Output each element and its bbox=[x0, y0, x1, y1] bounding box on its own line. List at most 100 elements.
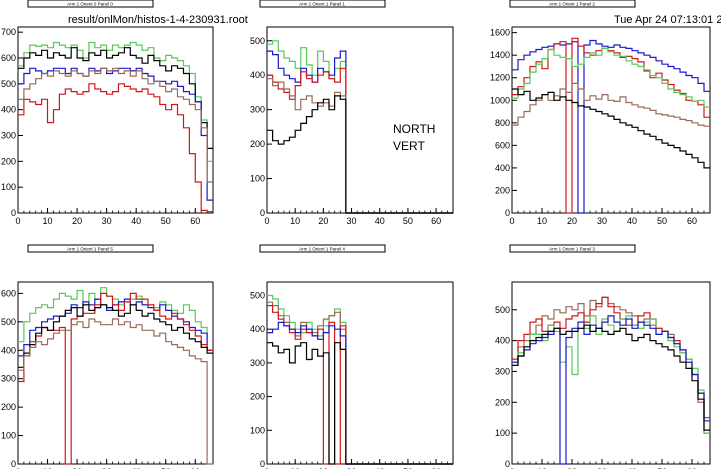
panel-title-box bbox=[27, 244, 154, 253]
x-tick-label: 10 bbox=[43, 216, 53, 226]
panel-title-box bbox=[27, 0, 154, 8]
y-tick-label: 1200 bbox=[490, 73, 510, 83]
y-tick-label: 1400 bbox=[490, 50, 510, 60]
x-tick-label: 30 bbox=[102, 467, 112, 469]
x-tick-label: 60 bbox=[687, 467, 697, 469]
panel-title-box bbox=[259, 0, 386, 8]
histogram-series-brown bbox=[512, 296, 710, 434]
timestamp-label: Tue Apr 24 07:13:01 2007 bbox=[614, 14, 721, 26]
x-tick-label: 30 bbox=[347, 467, 357, 469]
y-tick-label: 400 bbox=[495, 163, 510, 173]
x-tick-label: 10 bbox=[43, 467, 53, 469]
x-tick-label: 40 bbox=[627, 216, 637, 226]
histogram-series-black bbox=[18, 304, 213, 368]
histogram-series-black bbox=[267, 95, 453, 214]
x-tick-label: 10 bbox=[537, 216, 547, 226]
histogram-panel-2: Arm 1 Orient 1 Panel 2 0 10 20 30 40 50 60 0 200 4… bbox=[490, 0, 711, 226]
x-tick-label: 50 bbox=[657, 467, 667, 469]
histogram-series-blue bbox=[512, 39, 710, 214]
y-tick-label: 0 bbox=[505, 208, 510, 218]
panel-title: Arm 1 Orient 1 Panel 5 bbox=[67, 247, 113, 252]
x-tick-label: 30 bbox=[597, 467, 607, 469]
panel-title: Arm 1 Orient 1 Panel 2 bbox=[549, 2, 595, 7]
y-tick-label: 100 bbox=[1, 182, 16, 192]
plot-frame bbox=[266, 281, 454, 465]
x-tick-label: 0 bbox=[509, 216, 514, 226]
y-tick-label: 100 bbox=[1, 431, 16, 441]
histogram-series-blue bbox=[512, 315, 710, 465]
y-tick-label: 400 bbox=[250, 324, 265, 334]
histogram-panel-4: Arm 1 Orient 1 Panel 4 0 10 20 30 40 50 60 0 100 2… bbox=[250, 244, 454, 469]
x-tick-label: 0 bbox=[15, 467, 20, 469]
y-tick-label: 200 bbox=[1, 402, 16, 412]
y-tick-label: 300 bbox=[250, 105, 265, 115]
x-tick-label: 60 bbox=[190, 216, 200, 226]
histogram-panel-0: Arm 1 Orient 0 Panel 00 10 20 30 40 50 6001002… bbox=[1, 0, 214, 226]
histogram-series-blue bbox=[18, 67, 213, 201]
histogram-series-brown bbox=[267, 78, 453, 214]
x-tick-label: 40 bbox=[131, 216, 141, 226]
x-tick-label: 20 bbox=[318, 216, 328, 226]
y-tick-label: 300 bbox=[495, 366, 510, 376]
x-tick-label: 20 bbox=[567, 216, 577, 226]
y-tick-label: 300 bbox=[250, 358, 265, 368]
y-tick-label: 400 bbox=[250, 70, 265, 80]
y-tick-label: 100 bbox=[250, 425, 265, 435]
x-tick-label: 20 bbox=[72, 467, 82, 469]
y-tick-label: 300 bbox=[1, 131, 16, 141]
histogram-series-red bbox=[512, 296, 710, 419]
y-tick-label: 200 bbox=[250, 392, 265, 402]
x-tick-label: 40 bbox=[375, 467, 385, 469]
x-tick-label: 60 bbox=[431, 467, 441, 469]
histogram-series-red bbox=[267, 67, 453, 214]
histogram-series-green bbox=[512, 315, 710, 434]
y-tick-label: 600 bbox=[1, 288, 16, 298]
x-tick-label: 0 bbox=[509, 467, 514, 469]
panel-title-box bbox=[509, 244, 636, 253]
plot-frame bbox=[511, 26, 711, 214]
plot-frame bbox=[17, 26, 214, 214]
x-tick-label: 60 bbox=[190, 467, 200, 469]
annotation-vert: VERT bbox=[393, 139, 425, 153]
y-tick-label: 200 bbox=[495, 185, 510, 195]
x-tick-label: 50 bbox=[657, 216, 667, 226]
histogram-series-black bbox=[512, 88, 710, 169]
y-tick-label: 0 bbox=[11, 208, 16, 218]
x-tick-label: 0 bbox=[264, 467, 269, 469]
y-tick-label: 600 bbox=[1, 53, 16, 63]
panel-title-box bbox=[509, 0, 636, 8]
x-tick-label: 50 bbox=[161, 216, 171, 226]
y-tick-label: 200 bbox=[495, 397, 510, 407]
x-tick-label: 10 bbox=[290, 467, 300, 469]
x-tick-label: 20 bbox=[567, 467, 577, 469]
x-tick-label: 40 bbox=[131, 467, 141, 469]
annotation-north: NORTH bbox=[393, 122, 436, 136]
x-tick-label: 50 bbox=[403, 216, 413, 226]
x-tick-label: 0 bbox=[15, 216, 20, 226]
histogram-series-black bbox=[18, 47, 213, 149]
y-tick-label: 500 bbox=[495, 305, 510, 315]
x-tick-label: 20 bbox=[72, 216, 82, 226]
panel-title: Arm 1 Orient 0 Panel 0 bbox=[67, 2, 113, 7]
y-tick-label: 0 bbox=[505, 459, 510, 469]
y-tick-label: 800 bbox=[495, 118, 510, 128]
x-tick-label: 60 bbox=[687, 216, 697, 226]
x-tick-label: 10 bbox=[290, 216, 300, 226]
histogram-series-red bbox=[18, 83, 213, 213]
x-tick-label: 40 bbox=[375, 216, 385, 226]
x-tick-label: 30 bbox=[597, 216, 607, 226]
x-tick-label: 0 bbox=[264, 216, 269, 226]
histogram-series-red bbox=[512, 37, 710, 214]
y-tick-label: 0 bbox=[260, 459, 265, 469]
histogram-series-green bbox=[267, 294, 453, 465]
plot-frame bbox=[17, 281, 214, 465]
y-tick-label: 100 bbox=[495, 428, 510, 438]
x-tick-label: 60 bbox=[431, 216, 441, 226]
histogram-series-green bbox=[512, 47, 710, 108]
x-tick-label: 30 bbox=[347, 216, 357, 226]
histogram-series-brown bbox=[18, 318, 213, 465]
histogram-series-brown bbox=[18, 67, 213, 183]
histogram-panel-1: Arm 1 Orient 1 Panel 1 0 10 20 30 40 50 60 0 100 2… bbox=[250, 0, 454, 226]
panel-title: Arm 1 Orient 1 Panel 3 bbox=[549, 247, 595, 252]
histogram-panel-5: Arm 1 Orient 1 Panel 5010203040506001002… bbox=[1, 244, 214, 469]
